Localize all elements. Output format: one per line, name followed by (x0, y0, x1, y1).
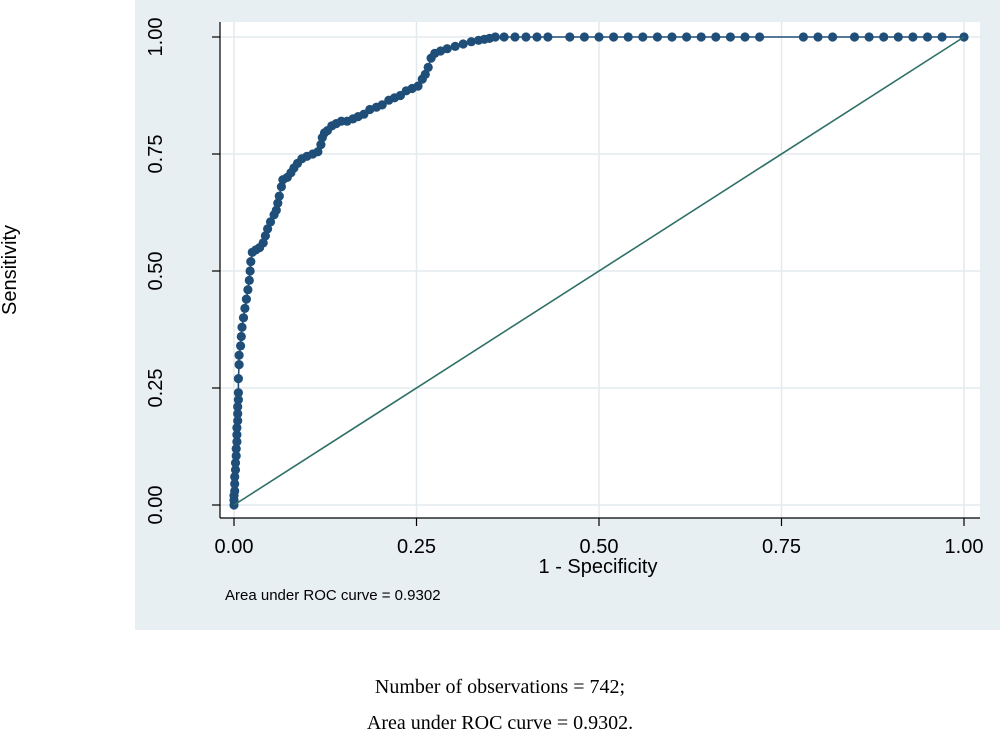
roc-point (652, 32, 663, 42)
roc-point (276, 182, 286, 192)
x-tick-label: 1.00 (945, 536, 984, 558)
roc-point (499, 32, 509, 42)
x-ticks: 0.00 0.25 0.50 0.75 1.00 (215, 518, 984, 558)
roc-point (238, 313, 249, 323)
roc-point (232, 430, 242, 440)
y-ticks: 0.00 0.25 0.50 0.75 1.00 (145, 18, 220, 525)
roc-point (245, 266, 255, 276)
roc-point (273, 198, 283, 208)
roc-point (246, 257, 256, 267)
roc-point (490, 32, 500, 42)
roc-point (725, 32, 736, 42)
roc-point (274, 191, 284, 201)
roc-point (696, 32, 706, 42)
roc-point (232, 437, 242, 447)
roc-point (258, 238, 268, 248)
caption-observations: Number of observations = 742; (374, 676, 626, 698)
y-tick-label: 0.50 (145, 252, 167, 291)
roc-point (922, 32, 933, 42)
y-tick-label: 0.75 (145, 135, 167, 174)
auc-note: Area under ROC curve = 0.9302 (225, 587, 441, 604)
roc-point (532, 32, 542, 42)
roc-point (623, 32, 633, 42)
roc-point (233, 409, 243, 419)
roc-point (466, 37, 476, 47)
x-axis-title: 1 - Specificity (539, 556, 658, 578)
roc-point (234, 360, 244, 370)
roc-point (243, 285, 253, 295)
roc-point (230, 472, 240, 482)
roc-point (316, 140, 326, 150)
roc-point (413, 81, 423, 91)
roc-point (565, 32, 575, 42)
roc-point (510, 32, 520, 42)
roc-point (244, 275, 254, 285)
x-tick-label: 0.50 (580, 536, 619, 558)
roc-point (609, 32, 619, 42)
roc-point (240, 303, 250, 313)
roc-point (231, 451, 241, 461)
y-tick-label: 0.00 (145, 486, 167, 525)
roc-point (740, 32, 750, 42)
roc-point (233, 402, 243, 412)
roc-point (230, 465, 241, 475)
roc-chart: 0.00 0.25 0.50 0.75 1.00 0.00 0.25 0.50 0.75 1.0… (0, 18, 984, 604)
roc-point (849, 32, 860, 42)
x-tick-label: 0.00 (215, 536, 254, 558)
roc-point (423, 62, 433, 72)
roc-point (755, 32, 765, 42)
roc-point (638, 32, 648, 42)
roc-point (260, 231, 270, 241)
y-tick-label: 1.00 (145, 18, 167, 57)
roc-point (236, 331, 246, 342)
roc-point (458, 39, 468, 49)
y-axis-title: Sensitivity (0, 225, 21, 315)
roc-point (682, 32, 692, 42)
y-tick-label: 0.25 (145, 369, 167, 408)
roc-point (233, 388, 243, 398)
roc-point (828, 32, 838, 42)
roc-point (908, 32, 918, 42)
series (229, 32, 969, 510)
roc-point (233, 416, 243, 426)
roc-point (813, 32, 823, 42)
roc-point (236, 341, 246, 351)
roc-point (420, 69, 430, 79)
roc-point (263, 224, 273, 234)
roc-point (241, 294, 251, 304)
roc-point (879, 32, 889, 42)
roc-point (237, 322, 247, 332)
roc-point (233, 374, 243, 384)
roc-point (232, 423, 242, 433)
roc-point (711, 32, 721, 42)
roc-point (265, 217, 276, 227)
roc-point (594, 32, 604, 42)
x-tick-label: 0.25 (397, 536, 436, 558)
roc-point (450, 41, 460, 52)
roc-point (234, 350, 244, 360)
roc-point (543, 32, 553, 42)
roc-point (377, 100, 387, 110)
roc-point (579, 32, 590, 42)
roc-point (937, 32, 947, 42)
roc-point (442, 44, 452, 54)
roc-point (233, 395, 243, 405)
roc-point (313, 147, 323, 157)
caption-auc: Area under ROC curve = 0.9302. (366, 712, 634, 734)
roc-point (521, 32, 531, 42)
roc-point (230, 458, 241, 468)
roc-point (893, 32, 903, 42)
roc-point (230, 479, 240, 489)
reference-line (233, 36, 965, 506)
roc-point (230, 486, 240, 496)
x-tick-label: 0.75 (762, 536, 801, 558)
roc-point (231, 444, 241, 454)
roc-point (271, 205, 281, 215)
axes (219, 22, 980, 519)
roc-point (667, 32, 677, 42)
roc-point (798, 32, 809, 42)
roc-point (864, 32, 874, 42)
